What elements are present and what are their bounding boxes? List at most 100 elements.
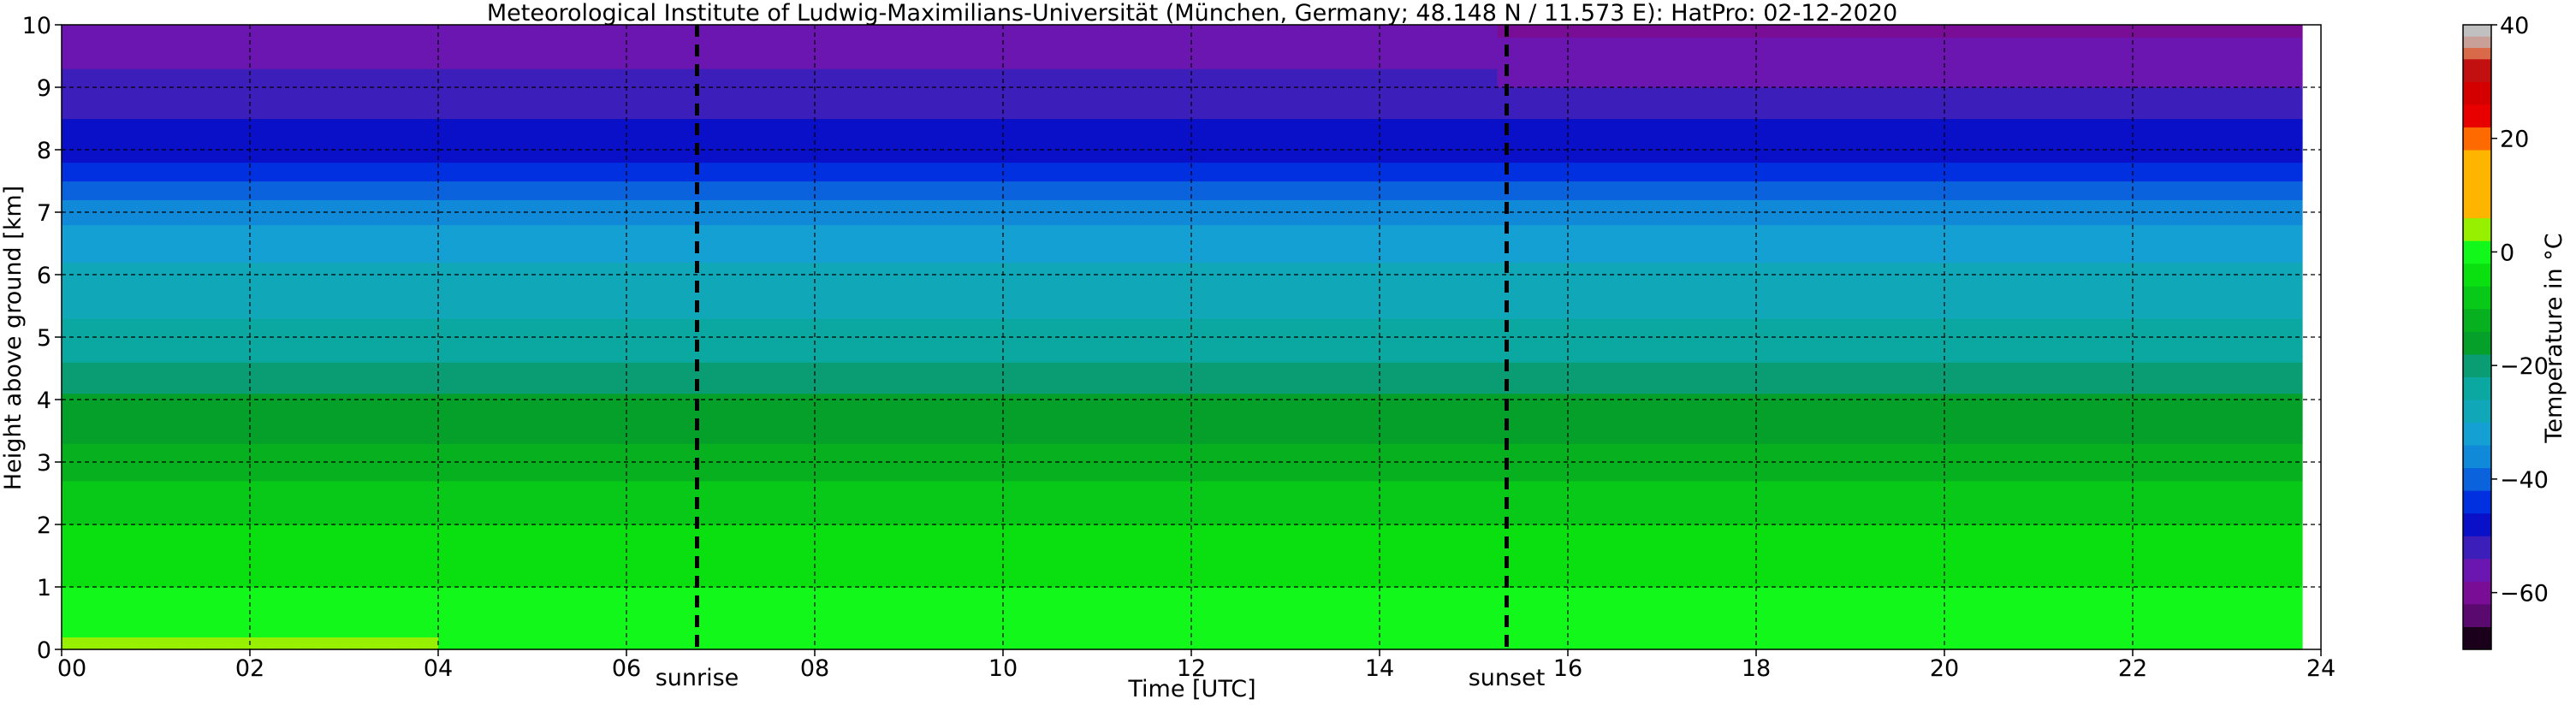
heatmap-cell [862, 337, 887, 344]
heatmap-cell [1073, 293, 1098, 300]
heatmap-cell [62, 249, 86, 257]
heatmap-cell [273, 368, 298, 376]
heatmap-cell [791, 131, 816, 138]
heatmap-cell [109, 293, 134, 300]
heatmap-cell [461, 74, 486, 82]
heatmap-cell [579, 237, 604, 245]
heatmap-cell [697, 181, 721, 188]
heatmap-cell [1026, 574, 1051, 582]
heatmap-cell [297, 512, 322, 519]
heatmap-cell [391, 506, 416, 512]
heatmap-cell [179, 518, 204, 525]
heatmap-cell [203, 25, 228, 32]
heatmap-cell [461, 524, 486, 531]
heatmap-cell [1214, 387, 1239, 394]
heatmap-cell [132, 605, 157, 613]
heatmap-cell [132, 343, 157, 351]
heatmap-cell [438, 449, 463, 457]
heatmap-cell [179, 305, 204, 313]
heatmap-cell [1073, 143, 1098, 151]
heatmap-cell [1167, 62, 1192, 69]
heatmap-cell [815, 50, 840, 57]
heatmap-cell [1191, 542, 1216, 550]
heatmap-cell [1167, 468, 1192, 476]
heatmap-cell [62, 299, 86, 307]
heatmap-cell [885, 43, 910, 50]
heatmap-cell [1050, 587, 1075, 594]
heatmap-cell [932, 330, 957, 338]
heatmap-cell [1167, 330, 1192, 338]
heatmap-cell [85, 299, 110, 307]
heatmap-cell [979, 299, 1004, 307]
heatmap-cell [838, 400, 863, 406]
heatmap-cell [461, 530, 486, 538]
heatmap-cell [768, 355, 792, 363]
heatmap-cell [1214, 124, 1239, 132]
heatmap-cell [391, 400, 416, 406]
heatmap-cell [885, 580, 910, 588]
heatmap-cell [791, 156, 816, 163]
heatmap-cell [391, 612, 416, 619]
heatmap-cell [156, 137, 181, 145]
heatmap-cell [297, 162, 322, 169]
heatmap-cell [650, 462, 674, 469]
heatmap-cell [532, 218, 557, 226]
heatmap-cell [532, 536, 557, 544]
heatmap-cell [838, 493, 863, 501]
heatmap-cell [485, 412, 510, 419]
heatmap-cell [508, 56, 533, 63]
heatmap-cell [721, 580, 745, 588]
heatmap-cell [438, 374, 463, 382]
heatmap-cell [485, 25, 510, 32]
heatmap-cell [674, 580, 698, 588]
heatmap-cell [791, 406, 816, 413]
heatmap-cell [697, 412, 721, 419]
heatmap-cell [1073, 224, 1098, 232]
heatmap-cell [602, 418, 627, 425]
heatmap-cell [744, 68, 769, 75]
heatmap-cell [1120, 243, 1145, 251]
heatmap-cell [932, 175, 957, 182]
heatmap-cell [273, 506, 298, 512]
heatmap-cell [85, 318, 110, 325]
heatmap-cell [1214, 249, 1239, 257]
heatmap-cell [132, 637, 157, 644]
heatmap-cell [579, 212, 604, 219]
heatmap-cell [250, 25, 275, 32]
heatmap-cell [1073, 493, 1098, 501]
heatmap-cell [132, 62, 157, 69]
heatmap-cell [273, 62, 298, 69]
heatmap-cell [226, 25, 251, 32]
heatmap-cell [1120, 262, 1145, 270]
heatmap-cell [721, 406, 745, 413]
heatmap-cell [1026, 480, 1051, 488]
heatmap-cell [109, 337, 134, 344]
heatmap-cell [1120, 599, 1145, 607]
heatmap-cell [320, 249, 345, 257]
heatmap-cell [979, 25, 1004, 32]
heatmap-cell [85, 74, 110, 82]
heatmap-cell [862, 374, 887, 382]
heatmap-cell [132, 212, 157, 219]
heatmap-cell [344, 605, 369, 613]
heatmap-cell [1050, 62, 1075, 69]
heatmap-cell [226, 555, 251, 563]
heatmap-cell [367, 480, 392, 488]
heatmap-cell [956, 205, 981, 213]
heatmap-cell [768, 181, 792, 188]
heatmap-cell [791, 224, 816, 232]
heatmap-cell [932, 168, 957, 175]
heatmap-cell [555, 393, 580, 400]
heatmap-cell [768, 230, 792, 238]
heatmap-cell [579, 618, 604, 625]
heatmap-cell [1144, 305, 1169, 313]
heatmap-cell [109, 618, 134, 625]
heatmap-cell [391, 237, 416, 245]
heatmap-cell [62, 25, 86, 32]
heatmap-cell [579, 643, 604, 650]
heatmap-cell [438, 262, 463, 270]
heatmap-cell [320, 205, 345, 213]
heatmap-cell [885, 374, 910, 382]
heatmap-cell [344, 299, 369, 307]
heatmap-cell [438, 605, 463, 613]
